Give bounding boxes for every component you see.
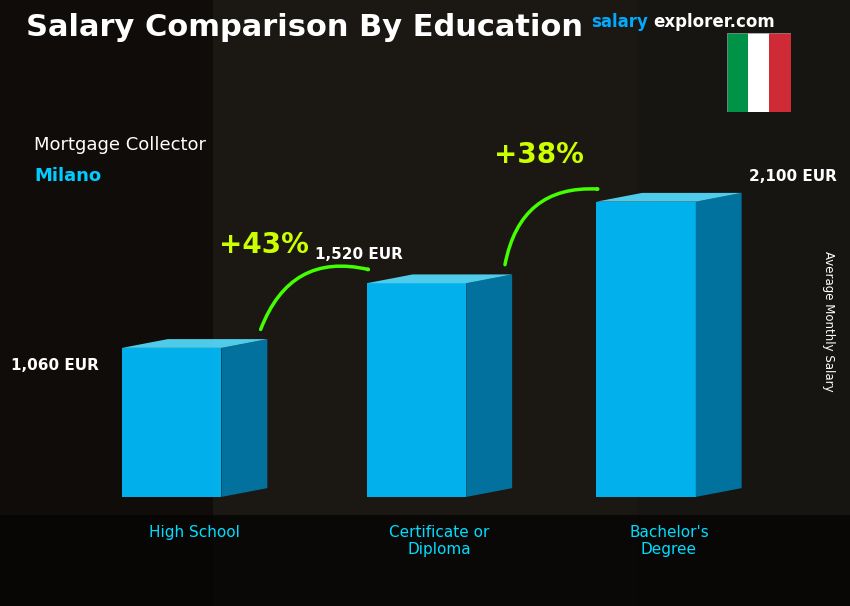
- Bar: [212, 0, 638, 606]
- Polygon shape: [122, 339, 267, 348]
- Polygon shape: [597, 202, 695, 497]
- Bar: [769, 33, 790, 112]
- Text: Salary Comparison By Education: Salary Comparison By Education: [26, 13, 582, 42]
- Bar: [727, 33, 748, 112]
- Text: Mortgage Collector: Mortgage Collector: [34, 136, 206, 155]
- Text: Certificate or
Diploma: Certificate or Diploma: [389, 525, 490, 558]
- Polygon shape: [695, 193, 741, 497]
- Polygon shape: [466, 275, 512, 497]
- Bar: [638, 0, 850, 606]
- Bar: [0, 0, 212, 606]
- Polygon shape: [366, 283, 466, 497]
- Text: 1,520 EUR: 1,520 EUR: [315, 247, 403, 262]
- Polygon shape: [122, 348, 221, 497]
- Bar: [0, 515, 850, 606]
- Text: explorer.com: explorer.com: [653, 13, 774, 32]
- Text: High School: High School: [150, 525, 240, 540]
- Text: Average Monthly Salary: Average Monthly Salary: [822, 251, 836, 391]
- Text: 1,060 EUR: 1,060 EUR: [11, 358, 99, 373]
- Text: Bachelor's
Degree: Bachelor's Degree: [629, 525, 709, 558]
- Text: 2,100 EUR: 2,100 EUR: [750, 169, 837, 184]
- Text: Milano: Milano: [34, 167, 101, 185]
- Text: +43%: +43%: [218, 231, 309, 259]
- Polygon shape: [221, 339, 267, 497]
- Polygon shape: [597, 193, 741, 202]
- Text: +38%: +38%: [494, 141, 584, 168]
- Text: salary: salary: [591, 13, 648, 32]
- Polygon shape: [366, 275, 512, 283]
- Bar: [748, 33, 769, 112]
